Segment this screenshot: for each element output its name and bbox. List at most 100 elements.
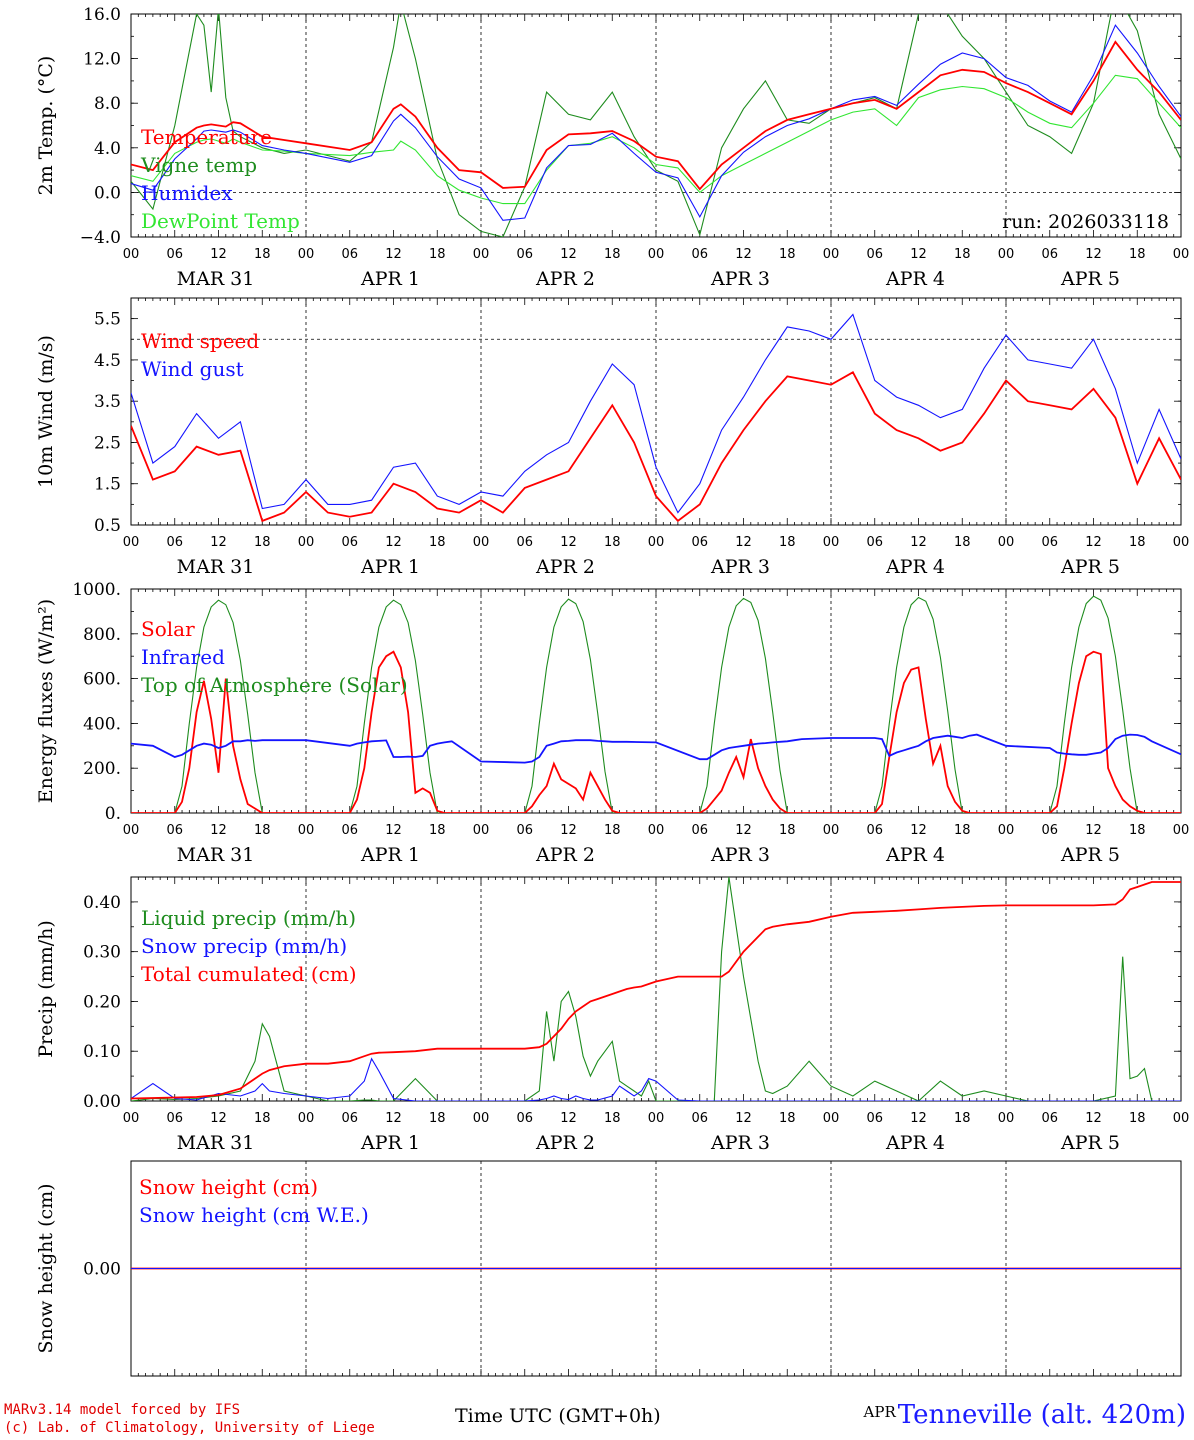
x-tick-label: 00: [648, 535, 665, 550]
x-tick-label: 00: [998, 535, 1015, 550]
x-tick-label: 06: [516, 823, 533, 838]
y-tick-label: 200.: [83, 759, 121, 779]
x-tick-label: 00: [1173, 823, 1190, 838]
y-tick-label: 3.5: [94, 392, 121, 412]
x-tick-label: 18: [954, 247, 971, 262]
x-tick-label: 06: [1041, 823, 1058, 838]
y-tick-label: 0.00: [83, 1260, 121, 1280]
day-label: MAR 31: [177, 844, 255, 866]
x-tick-label: 00: [123, 247, 140, 262]
day-label: MAR 31: [177, 556, 255, 578]
x-tick-label: 06: [516, 247, 533, 262]
day-label: MAR 31: [177, 1132, 255, 1154]
x-tick-label: 12: [735, 823, 752, 838]
day-label: APR 2: [535, 1132, 595, 1154]
legend-entry: Snow height (cm W.E.): [139, 1203, 369, 1227]
x-tick-label: 12: [735, 535, 752, 550]
x-tick-label: 00: [473, 247, 490, 262]
legend-entry: Snow height (cm): [139, 1175, 318, 1199]
x-tick-label: 18: [254, 1111, 271, 1126]
x-tick-label: 00: [298, 535, 315, 550]
x-tick-label: 06: [691, 535, 708, 550]
y-tick-label: −4.0: [80, 228, 121, 248]
x-tick-label: 06: [1041, 247, 1058, 262]
legend-entry: Total cumulated (cm): [141, 962, 357, 986]
x-tick-label: 18: [954, 535, 971, 550]
x-tick-label: 00: [123, 823, 140, 838]
day-label: APR 2: [535, 268, 595, 290]
x-tick-label: 12: [560, 247, 577, 262]
x-tick-label: 18: [779, 535, 796, 550]
x-tick-label: 12: [210, 1111, 227, 1126]
x-tick-label: 00: [1173, 535, 1190, 550]
day-label: APR 3: [710, 844, 770, 866]
x-tick-label: 12: [910, 823, 927, 838]
x-tick-label: 18: [604, 247, 621, 262]
x-tick-label: 06: [341, 247, 358, 262]
y-tick-label: 4.5: [94, 351, 121, 371]
legend-entry: Humidex: [141, 181, 233, 205]
x-tick-label: 12: [385, 823, 402, 838]
x-tick-label: 06: [516, 535, 533, 550]
series-line-total-cumulated-cm-: [131, 881, 1181, 1100]
x-tick-label: 12: [560, 823, 577, 838]
panel-precip: 00 06 12 18 00 06 12 18 00 06 12 18 00 06 12 18 00 06 12 18…: [35, 876, 1190, 1154]
x-tick-label: 18: [429, 535, 446, 550]
x-tick-label: 12: [385, 1111, 402, 1126]
x-tick-label: 00: [823, 823, 840, 838]
y-tick-label: 0.40: [83, 893, 121, 913]
day-label: APR 4: [885, 1132, 945, 1154]
x-tick-label: 18: [254, 823, 271, 838]
y-tick-label: 2.5: [94, 433, 121, 453]
x-tick-label: 12: [210, 823, 227, 838]
x-tick-label: 12: [560, 1111, 577, 1126]
y-axis-label: Energy fluxes (W/m²): [35, 599, 57, 803]
legend-entry: Wind gust: [141, 357, 244, 381]
legend-entry: Liquid precip (mm/h): [141, 906, 356, 930]
panel-frame: [130, 588, 1182, 814]
legend-entry: DewPoint Temp: [141, 209, 300, 233]
x-tick-label: 18: [1129, 1111, 1146, 1126]
day-label: APR 5: [1060, 556, 1120, 578]
y-tick-label: 400.: [83, 714, 121, 734]
day-label: MAR 31: [177, 268, 255, 290]
day-label: APR 5: [1060, 844, 1120, 866]
legend-entry: Top of Atmosphere (Solar): [141, 673, 408, 697]
day-label: APR 1: [360, 844, 420, 866]
x-tick-label: 00: [648, 823, 665, 838]
series-line-snow-precip-mm-h-: [131, 1057, 1181, 1101]
x-tick-label: 06: [166, 247, 183, 262]
x-tick-label: 12: [1085, 1111, 1102, 1126]
x-tick-label: 06: [166, 535, 183, 550]
x-tick-label: 06: [866, 823, 883, 838]
day-label: APR 2: [535, 844, 595, 866]
legend-entry: Snow precip (mm/h): [141, 934, 347, 958]
y-tick-label: 0.30: [83, 943, 121, 963]
series-line-dewpoint-temp: [131, 74, 1181, 205]
x-tick-label: 18: [779, 1111, 796, 1126]
x-tick-label: 00: [823, 535, 840, 550]
day-label: APR 4: [885, 268, 945, 290]
y-tick-label: 12.0: [83, 50, 121, 70]
station-name: Tenneville (alt. 420m): [897, 1400, 1186, 1430]
x-tick-label: 06: [866, 247, 883, 262]
panel-snow: 0.00 Snow height (cm) Snow height (cm) Snow…: [35, 1160, 1182, 1377]
x-tick-label: 18: [604, 1111, 621, 1126]
legend-entry: Vigne temp: [140, 153, 257, 177]
x-tick-label: 18: [954, 823, 971, 838]
series-line-vigne-temp: [131, 14, 1181, 237]
x-tick-label: 06: [166, 823, 183, 838]
x-tick-label: 12: [210, 247, 227, 262]
x-tick-label: 12: [910, 1111, 927, 1126]
x-tick-label: 06: [691, 823, 708, 838]
x-tick-label: 18: [429, 823, 446, 838]
y-tick-label: 1000.: [72, 580, 121, 600]
model-line: MARv3.14 model forced by IFS: [4, 1402, 241, 1418]
legend-entry: Infrared: [141, 645, 225, 669]
y-tick-label: 16.0: [83, 5, 121, 25]
x-tick-label: 00: [998, 247, 1015, 262]
day-label: APR 3: [710, 556, 770, 578]
x-tick-label: 06: [866, 535, 883, 550]
day-label: APR 4: [885, 844, 945, 866]
x-tick-label: 00: [1173, 1111, 1190, 1126]
